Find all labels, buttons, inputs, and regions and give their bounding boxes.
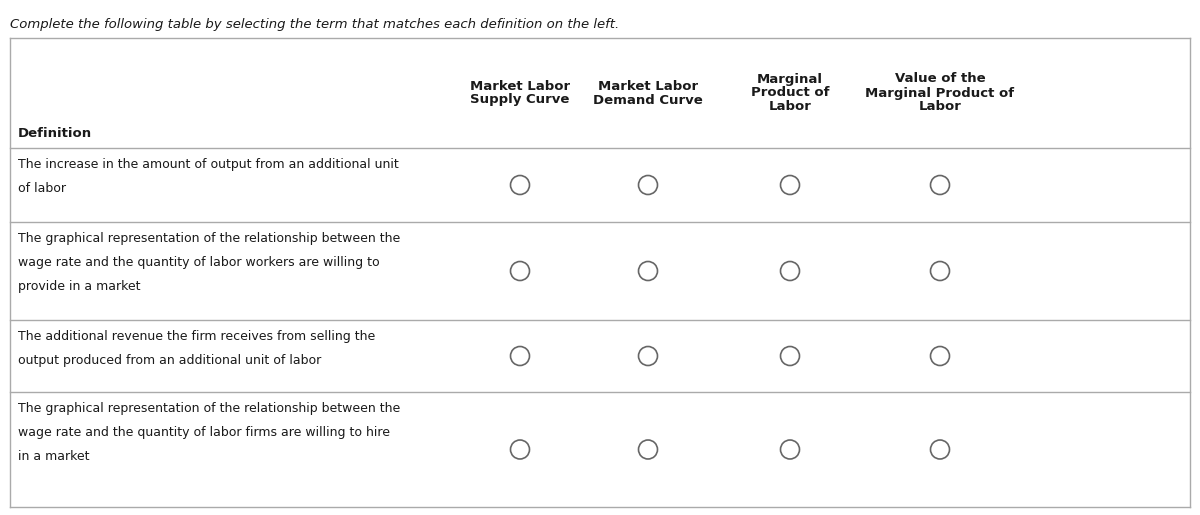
Text: The increase in the amount of output from an additional unit
of labor: The increase in the amount of output fro… [18, 158, 398, 195]
Text: Labor: Labor [768, 100, 811, 113]
Text: Marginal: Marginal [757, 73, 823, 85]
Text: The additional revenue the firm receives from selling the
output produced from a: The additional revenue the firm receives… [18, 330, 376, 367]
Text: Complete the following table by selecting the term that matches each definition : Complete the following table by selectin… [10, 18, 619, 31]
Text: Market Labor: Market Labor [598, 79, 698, 93]
Text: Labor: Labor [918, 100, 961, 113]
Text: Definition: Definition [18, 127, 92, 140]
Text: The graphical representation of the relationship between the
wage rate and the q: The graphical representation of the rela… [18, 402, 401, 463]
Text: Market Labor: Market Labor [470, 79, 570, 93]
Text: Product of: Product of [751, 87, 829, 99]
Text: Supply Curve: Supply Curve [470, 94, 570, 107]
Text: The graphical representation of the relationship between the
wage rate and the q: The graphical representation of the rela… [18, 232, 401, 293]
Text: Value of the: Value of the [895, 73, 985, 85]
Text: Demand Curve: Demand Curve [593, 94, 703, 107]
Text: Marginal Product of: Marginal Product of [865, 87, 1014, 99]
